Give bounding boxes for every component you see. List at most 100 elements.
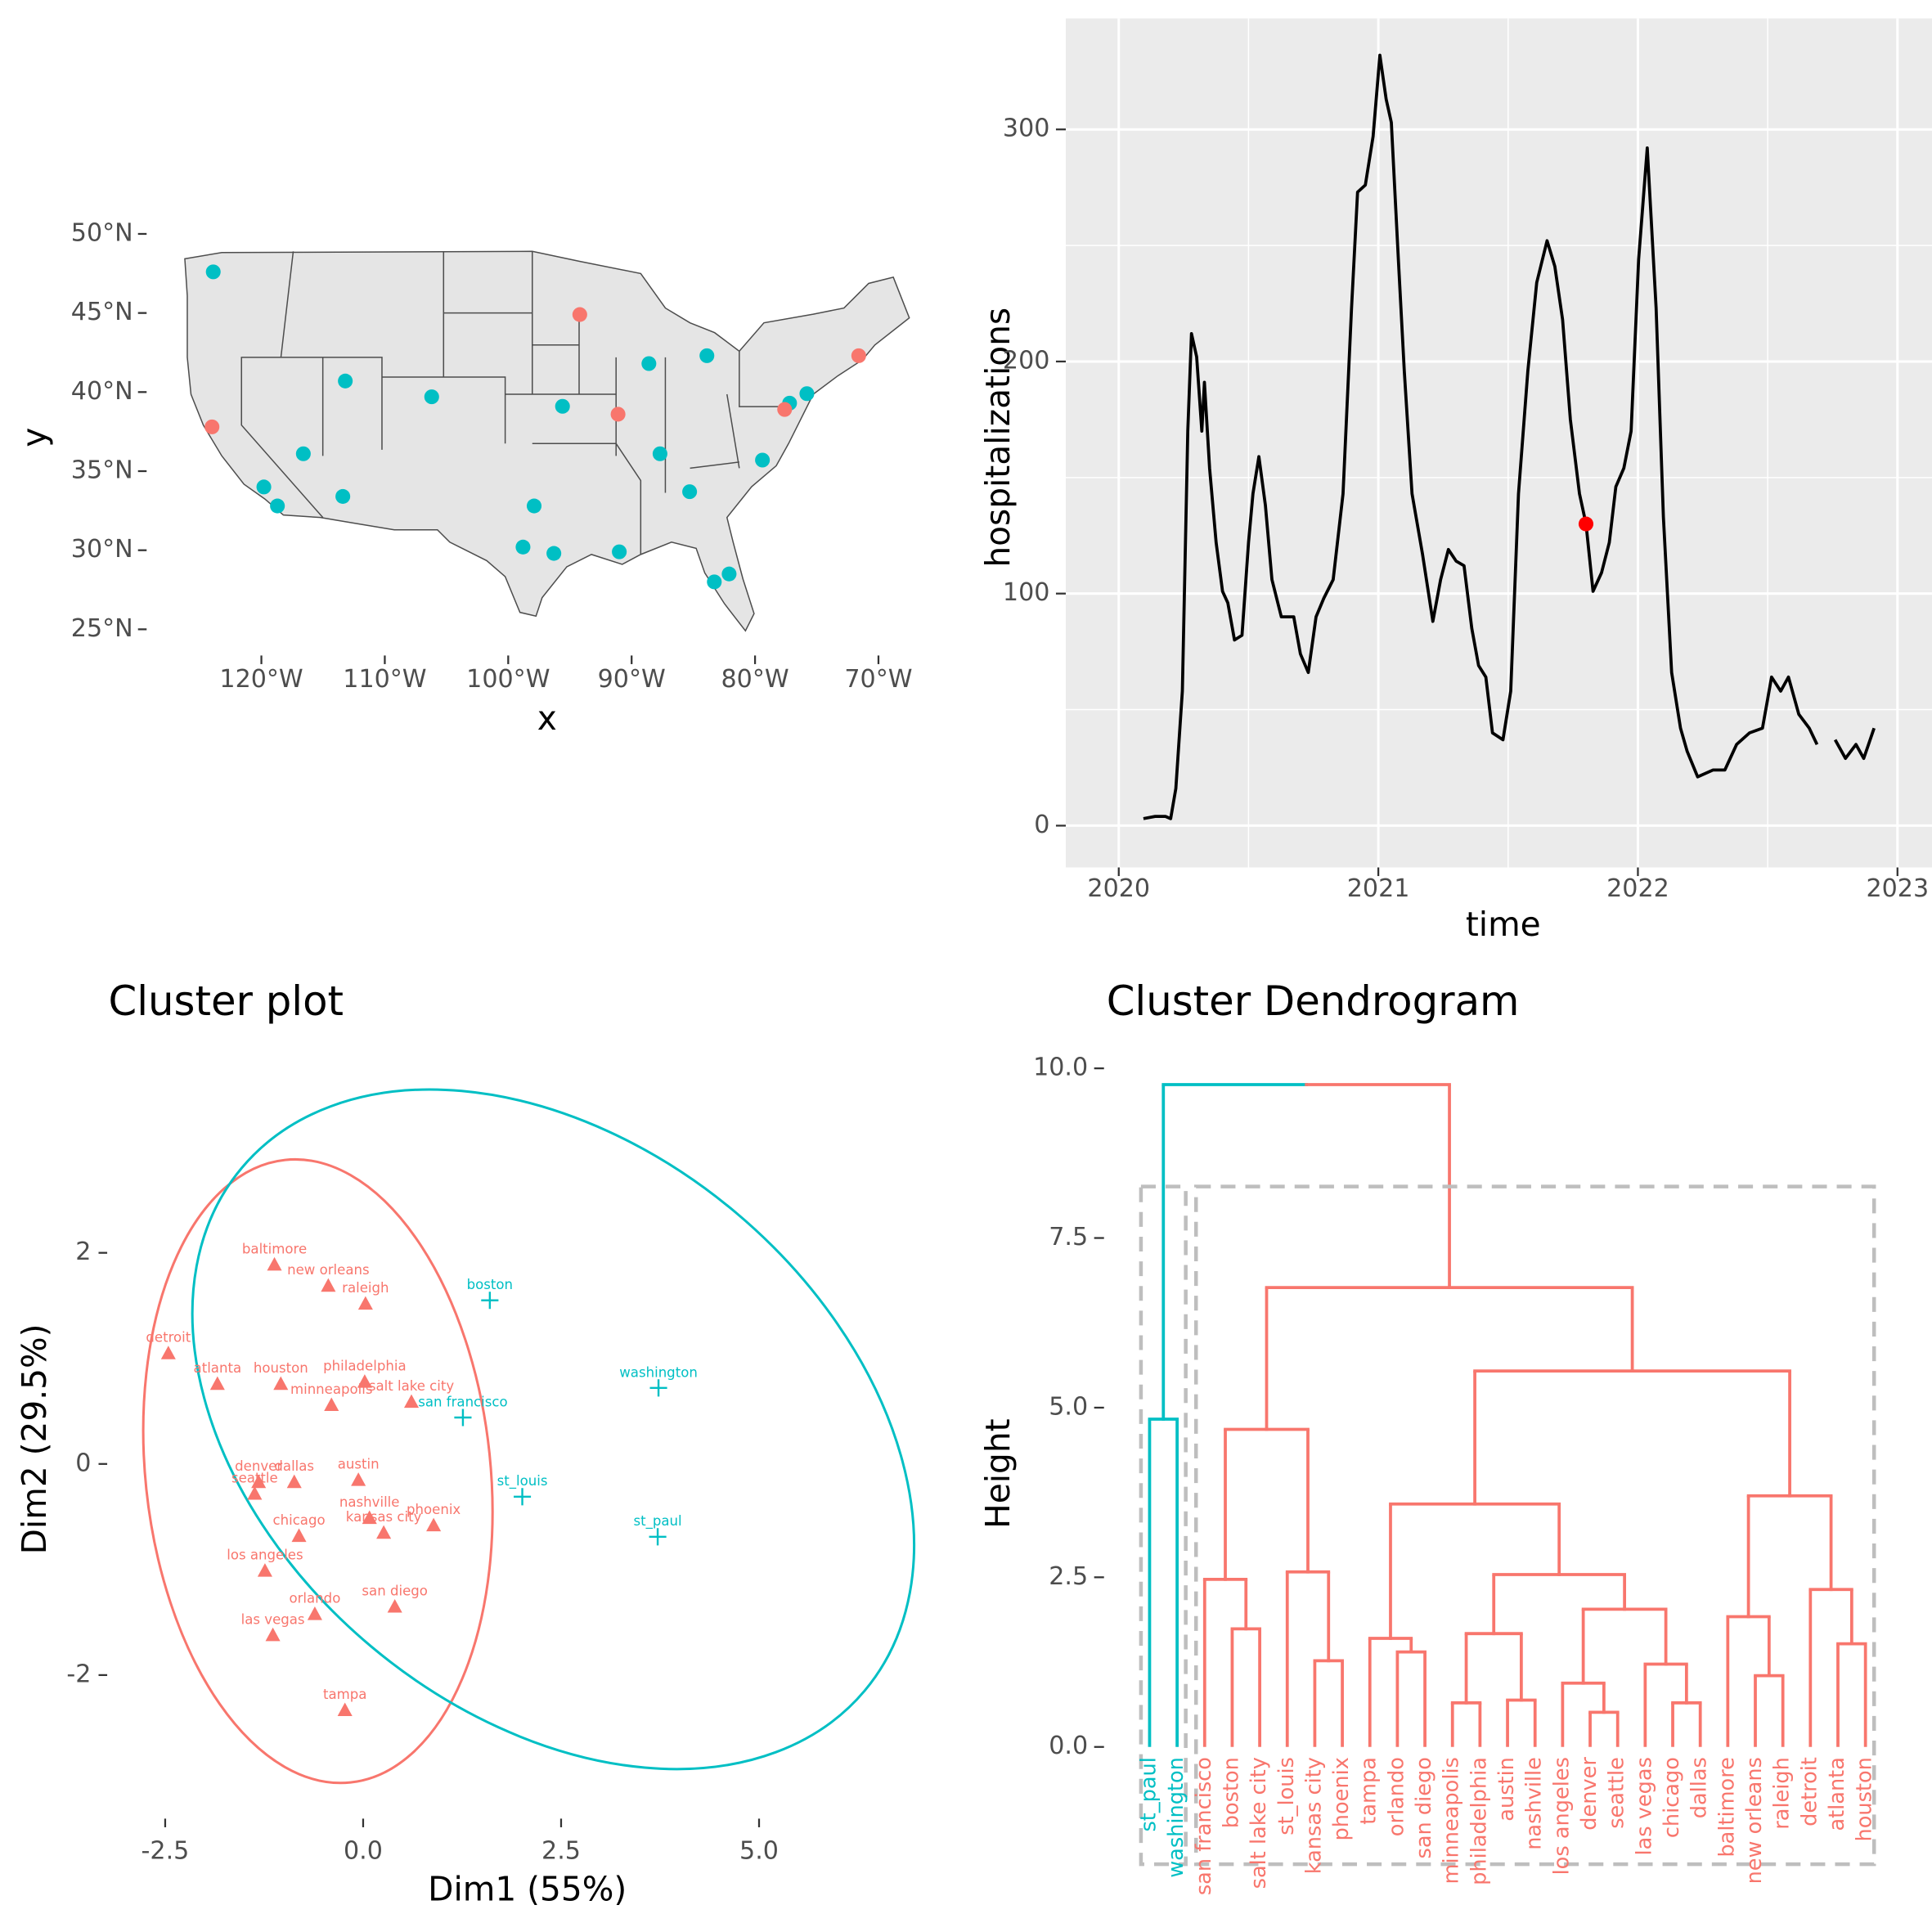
point-label: st_louis (497, 1473, 548, 1489)
leaf-label: st_paul (1136, 1757, 1161, 1831)
x-tick-label: 0.0 (344, 1837, 383, 1866)
point-label: salt lake city (369, 1378, 455, 1394)
y-axis-title: Dim2 (29.5%) (15, 1324, 54, 1555)
y-tick-label: 5.0 (1049, 1392, 1088, 1421)
point (257, 1563, 272, 1577)
chart-title: Cluster plot (109, 977, 344, 1025)
point (247, 1485, 263, 1500)
point-label: baltimore (242, 1241, 307, 1256)
point-label: tampa (323, 1687, 366, 1702)
city-point (204, 419, 220, 434)
point (514, 1488, 532, 1506)
y-tick-label: 300 (1003, 115, 1049, 143)
leaf-label: raleigh (1770, 1757, 1795, 1830)
leaf-label: houston (1853, 1757, 1877, 1841)
x-tick-label: 2021 (1347, 874, 1410, 903)
leaf-label: st_louis (1274, 1757, 1299, 1835)
highlight-point (1578, 516, 1594, 532)
city-point (851, 348, 866, 363)
point (649, 1379, 667, 1397)
city-point (610, 407, 626, 422)
chart-title: Cluster Dendrogram (1107, 977, 1520, 1025)
y-tick-label: 0 (1034, 811, 1049, 839)
point (265, 1627, 281, 1642)
leaf-label: nashville (1522, 1757, 1547, 1850)
city-point (555, 398, 570, 414)
y-tick-label: 40°N (71, 377, 133, 406)
point-label: seattle (231, 1470, 278, 1485)
series-line (1143, 53, 1876, 820)
point-label: denver (235, 1458, 282, 1474)
y-tick-label: 50°N (71, 218, 133, 247)
point (324, 1397, 339, 1412)
leaf-label: atlanta (1825, 1757, 1849, 1831)
city-point (515, 539, 531, 555)
y-tick-label: 35°N (71, 456, 133, 485)
us-map (184, 250, 910, 632)
x-tick-label: 110°W (343, 665, 426, 694)
point (376, 1525, 392, 1539)
leaf-label: dallas (1687, 1757, 1712, 1818)
y-tick-label: 10.0 (1033, 1054, 1088, 1082)
point-label: atlanta (194, 1360, 242, 1376)
point (426, 1517, 442, 1532)
city-point (612, 544, 627, 559)
us-outline (184, 250, 910, 632)
y-tick-label: 0 (75, 1449, 91, 1477)
city-point (699, 348, 715, 363)
x-tick-label: 80°W (721, 665, 789, 694)
point-label: raleigh (342, 1280, 389, 1296)
leaf-label: salt lake city (1247, 1757, 1271, 1889)
point-label: houston (254, 1360, 308, 1376)
leaf-label: las vegas (1632, 1757, 1656, 1855)
point-label: chicago (272, 1512, 325, 1528)
point (160, 1346, 176, 1359)
state-borders (240, 251, 789, 555)
x-tick-label: 2023 (1866, 874, 1929, 903)
cluster-box (1193, 1184, 1876, 1867)
point-label: philadelphia (323, 1359, 406, 1374)
point-label: san francisco (418, 1394, 507, 1409)
leaf-label: new orleans (1742, 1757, 1767, 1884)
x-axis-title: Dim1 (55%) (428, 1869, 627, 1908)
point (351, 1472, 366, 1486)
point (357, 1296, 373, 1310)
city-point (641, 356, 657, 371)
leaf-label: tampa (1357, 1757, 1382, 1825)
leaf-label: orlando (1384, 1757, 1409, 1836)
point (362, 1510, 377, 1525)
city-point (424, 389, 439, 405)
city-point (335, 488, 351, 504)
point-label: los angeles (227, 1548, 303, 1563)
leaf-label: seattle (1605, 1757, 1629, 1829)
point (273, 1376, 289, 1391)
point-label: detroit (146, 1330, 191, 1346)
point (357, 1374, 372, 1388)
y-axis-title: hospitalizations (978, 308, 1018, 568)
leaf-label: detroit (1797, 1757, 1822, 1826)
y-axis-title: y (15, 428, 54, 447)
leaf-label: austin (1494, 1757, 1519, 1822)
point-label: new orleans (287, 1262, 370, 1278)
x-tick-label: 5.0 (739, 1837, 779, 1866)
city-point (256, 479, 272, 495)
x-tick-label: 2.5 (541, 1837, 581, 1866)
city-point (546, 546, 562, 561)
leaf-label: phoenix (1329, 1757, 1354, 1840)
y-tick-label: 2 (75, 1238, 91, 1266)
point (267, 1256, 282, 1271)
point (337, 1702, 353, 1717)
city-point (572, 307, 587, 322)
leaf-label: san francisco (1192, 1757, 1216, 1895)
point-label: dallas (274, 1458, 314, 1474)
y-tick-label: -2 (66, 1660, 91, 1688)
leaf-label: baltimore (1714, 1757, 1739, 1857)
point-label: boston (467, 1277, 513, 1292)
city-point (205, 264, 221, 280)
y-tick-label: 0.0 (1049, 1732, 1088, 1760)
y-tick-label: 30°N (71, 535, 133, 564)
leaf-label: washington (1164, 1757, 1188, 1878)
x-tick-label: 100°W (466, 665, 550, 694)
city-point (270, 498, 285, 514)
leaf-label: kansas city (1301, 1757, 1326, 1874)
